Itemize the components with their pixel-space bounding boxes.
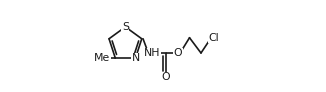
Text: O: O [174, 48, 182, 58]
Text: Cl: Cl [208, 33, 219, 43]
Text: N: N [131, 53, 140, 63]
Text: S: S [122, 22, 129, 32]
Text: Me: Me [94, 53, 111, 63]
Text: O: O [161, 72, 170, 82]
Text: NH: NH [144, 48, 160, 58]
